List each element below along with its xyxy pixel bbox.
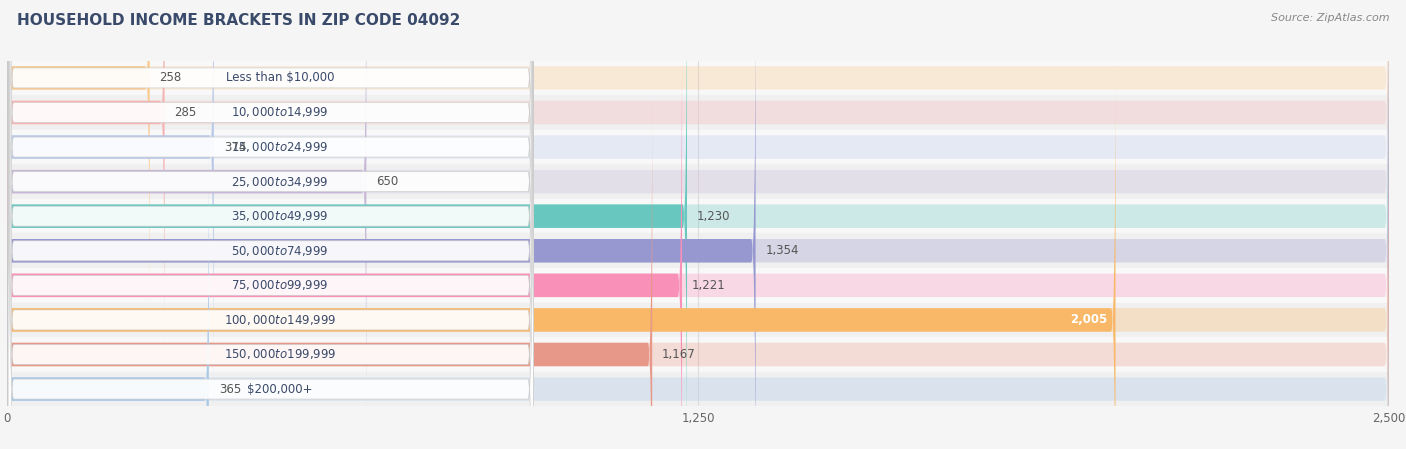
Text: $75,000 to $99,999: $75,000 to $99,999 (232, 278, 329, 292)
Bar (7, 303, 1389, 337)
Text: HOUSEHOLD INCOME BRACKETS IN ZIP CODE 04092: HOUSEHOLD INCOME BRACKETS IN ZIP CODE 04… (17, 13, 460, 28)
Text: Less than $10,000: Less than $10,000 (226, 71, 335, 84)
Text: 1,167: 1,167 (662, 348, 696, 361)
FancyBboxPatch shape (7, 55, 1115, 449)
Text: $100,000 to $149,999: $100,000 to $149,999 (224, 313, 336, 327)
FancyBboxPatch shape (7, 0, 165, 377)
FancyBboxPatch shape (8, 0, 533, 449)
FancyBboxPatch shape (8, 0, 533, 449)
FancyBboxPatch shape (7, 55, 1389, 449)
Text: 1,221: 1,221 (692, 279, 725, 292)
Text: 1,354: 1,354 (765, 244, 799, 257)
FancyBboxPatch shape (8, 0, 533, 449)
Bar (7, 337, 1389, 372)
FancyBboxPatch shape (8, 53, 533, 449)
Text: 2,005: 2,005 (1070, 313, 1107, 326)
FancyBboxPatch shape (7, 90, 652, 449)
FancyBboxPatch shape (7, 0, 1389, 446)
FancyBboxPatch shape (8, 0, 533, 414)
Bar (7, 233, 1389, 268)
FancyBboxPatch shape (7, 21, 682, 449)
Text: $25,000 to $34,999: $25,000 to $34,999 (232, 175, 329, 189)
Text: $15,000 to $24,999: $15,000 to $24,999 (232, 140, 329, 154)
FancyBboxPatch shape (8, 0, 533, 449)
Bar (7, 130, 1389, 164)
Bar (7, 95, 1389, 130)
FancyBboxPatch shape (7, 0, 688, 449)
FancyBboxPatch shape (7, 0, 1389, 449)
FancyBboxPatch shape (7, 0, 367, 446)
Text: $10,000 to $14,999: $10,000 to $14,999 (232, 106, 329, 119)
FancyBboxPatch shape (7, 124, 209, 449)
FancyBboxPatch shape (7, 0, 755, 449)
FancyBboxPatch shape (7, 0, 1389, 377)
Text: 258: 258 (160, 71, 181, 84)
FancyBboxPatch shape (7, 0, 1389, 449)
FancyBboxPatch shape (7, 0, 214, 412)
Bar (7, 199, 1389, 233)
Bar (7, 164, 1389, 199)
FancyBboxPatch shape (8, 19, 533, 449)
FancyBboxPatch shape (7, 0, 1389, 412)
Bar (7, 268, 1389, 303)
FancyBboxPatch shape (7, 21, 1389, 449)
FancyBboxPatch shape (7, 124, 1389, 449)
FancyBboxPatch shape (7, 90, 1389, 449)
Text: 365: 365 (219, 383, 240, 396)
FancyBboxPatch shape (8, 0, 533, 449)
Text: $50,000 to $74,999: $50,000 to $74,999 (232, 244, 329, 258)
Text: $150,000 to $199,999: $150,000 to $199,999 (224, 348, 336, 361)
Text: 650: 650 (377, 175, 398, 188)
FancyBboxPatch shape (8, 0, 533, 449)
FancyBboxPatch shape (7, 0, 149, 343)
Text: Source: ZipAtlas.com: Source: ZipAtlas.com (1271, 13, 1389, 23)
Bar (7, 61, 1389, 95)
FancyBboxPatch shape (7, 0, 1389, 343)
Text: $200,000+: $200,000+ (247, 383, 314, 396)
Text: 285: 285 (174, 106, 197, 119)
Bar (7, 372, 1389, 406)
Text: 1,230: 1,230 (697, 210, 731, 223)
Text: 374: 374 (224, 141, 246, 154)
FancyBboxPatch shape (8, 0, 533, 448)
Text: $35,000 to $49,999: $35,000 to $49,999 (232, 209, 329, 223)
